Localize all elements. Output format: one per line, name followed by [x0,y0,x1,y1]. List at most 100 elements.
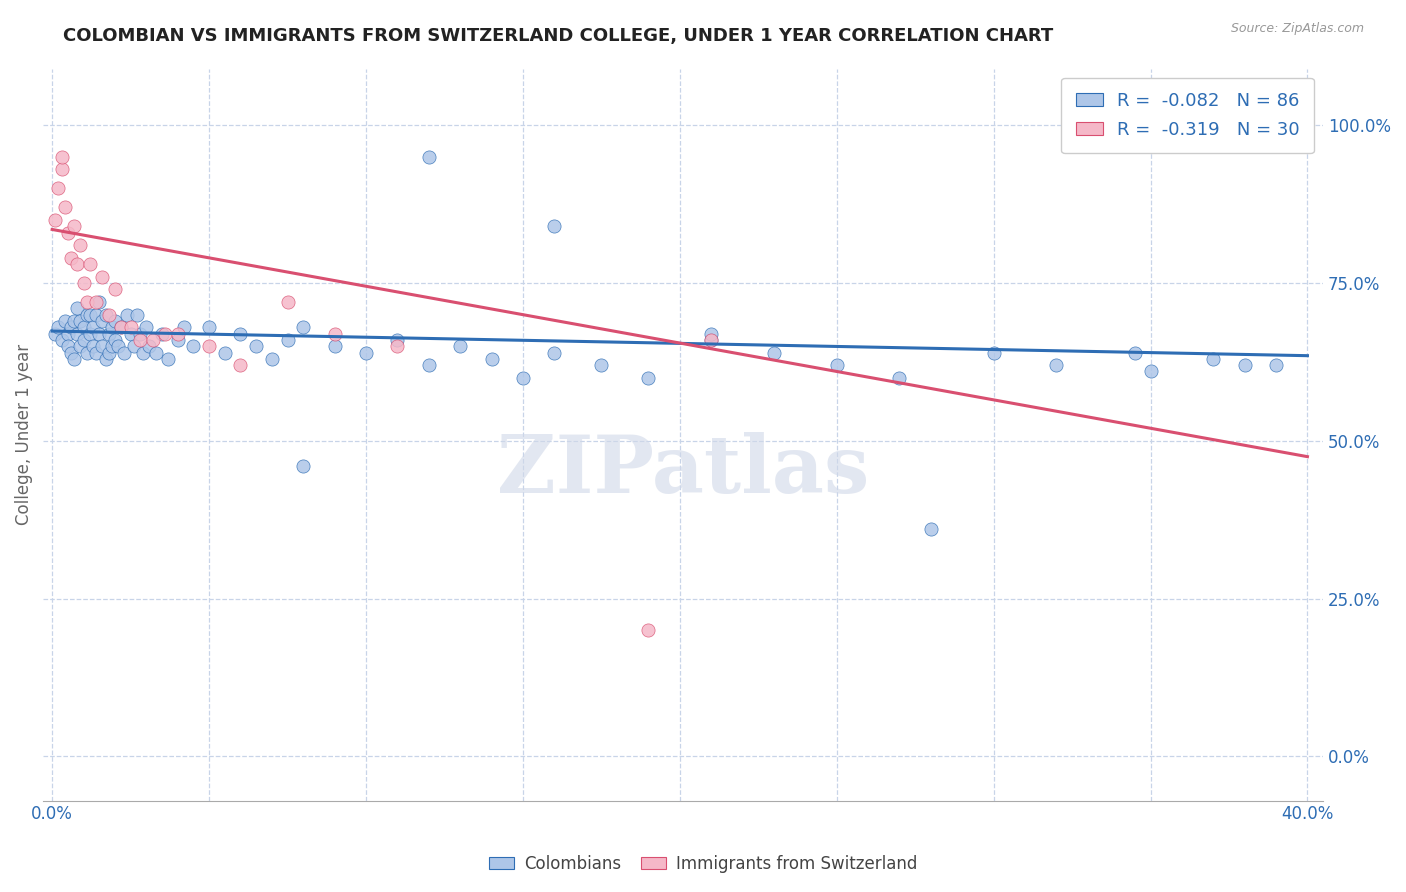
Point [59,320,82,334]
Point [107,339,129,353]
Point [72,276,94,290]
Point [94,351,117,366]
Text: ZIPatlas: ZIPatlas [496,433,869,510]
Point [277,333,299,347]
Point [591,358,613,372]
Point [512,371,534,385]
Point [323,326,346,341]
Point [84,345,107,359]
Point [245,339,267,353]
Point [260,351,283,366]
Point [72,333,94,347]
Point [173,320,195,334]
Point [166,333,188,347]
Point [1123,345,1146,359]
Point [543,345,565,359]
Point [323,339,346,353]
Point [418,150,440,164]
Point [1233,358,1256,372]
Point [79,326,101,341]
Point [63,314,86,328]
Text: Source: ZipAtlas.com: Source: ZipAtlas.com [1230,22,1364,36]
Point [76,308,98,322]
Point [53,314,76,328]
Point [387,339,409,353]
Point [110,320,132,334]
Point [983,345,1005,359]
Point [66,257,89,271]
Point [79,257,101,271]
Point [920,522,942,536]
Point [138,339,160,353]
Point [48,181,70,195]
Point [44,326,66,341]
Point [97,326,120,341]
Point [637,624,659,638]
Point [387,333,409,347]
Point [63,351,86,366]
Point [132,345,155,359]
Point [89,326,111,341]
Point [129,333,152,347]
Point [104,333,127,347]
Point [825,358,848,372]
Point [97,345,120,359]
Point [129,326,152,341]
Point [101,320,124,334]
Point [84,308,107,322]
Point [94,308,117,322]
Point [120,326,142,341]
Point [198,320,221,334]
Point [637,371,659,385]
Point [59,251,82,265]
Point [145,345,167,359]
Point [56,226,79,240]
Point [117,308,139,322]
Point [91,314,114,328]
Point [101,339,124,353]
Point [82,320,104,334]
Point [1045,358,1067,372]
Point [135,320,157,334]
Point [97,308,120,322]
Point [51,150,73,164]
Point [198,339,221,353]
Point [543,219,565,234]
Text: COLOMBIAN VS IMMIGRANTS FROM SWITZERLAND COLLEGE, UNDER 1 YEAR CORRELATION CHART: COLOMBIAN VS IMMIGRANTS FROM SWITZERLAND… [63,27,1053,45]
Point [1265,358,1288,372]
Point [79,308,101,322]
Point [277,295,299,310]
Point [150,326,173,341]
Point [91,269,114,284]
Point [166,326,188,341]
Point [700,333,723,347]
Point [84,295,107,310]
Point [229,326,252,341]
Point [48,320,70,334]
Point [153,326,176,341]
Point [157,351,180,366]
Point [120,320,142,334]
Point [700,333,723,347]
Point [889,371,911,385]
Point [214,345,236,359]
Point [63,219,86,234]
Point [82,339,104,353]
Point [91,339,114,353]
Point [69,314,91,328]
Point [112,345,135,359]
Point [76,295,98,310]
Point [76,345,98,359]
Point [354,345,377,359]
Point [53,200,76,214]
Point [72,320,94,334]
Point [51,162,73,177]
Point [110,320,132,334]
Point [89,295,111,310]
Point [104,314,127,328]
Point [44,213,66,227]
Point [1202,351,1225,366]
Point [51,333,73,347]
Point [292,320,315,334]
Point [66,326,89,341]
